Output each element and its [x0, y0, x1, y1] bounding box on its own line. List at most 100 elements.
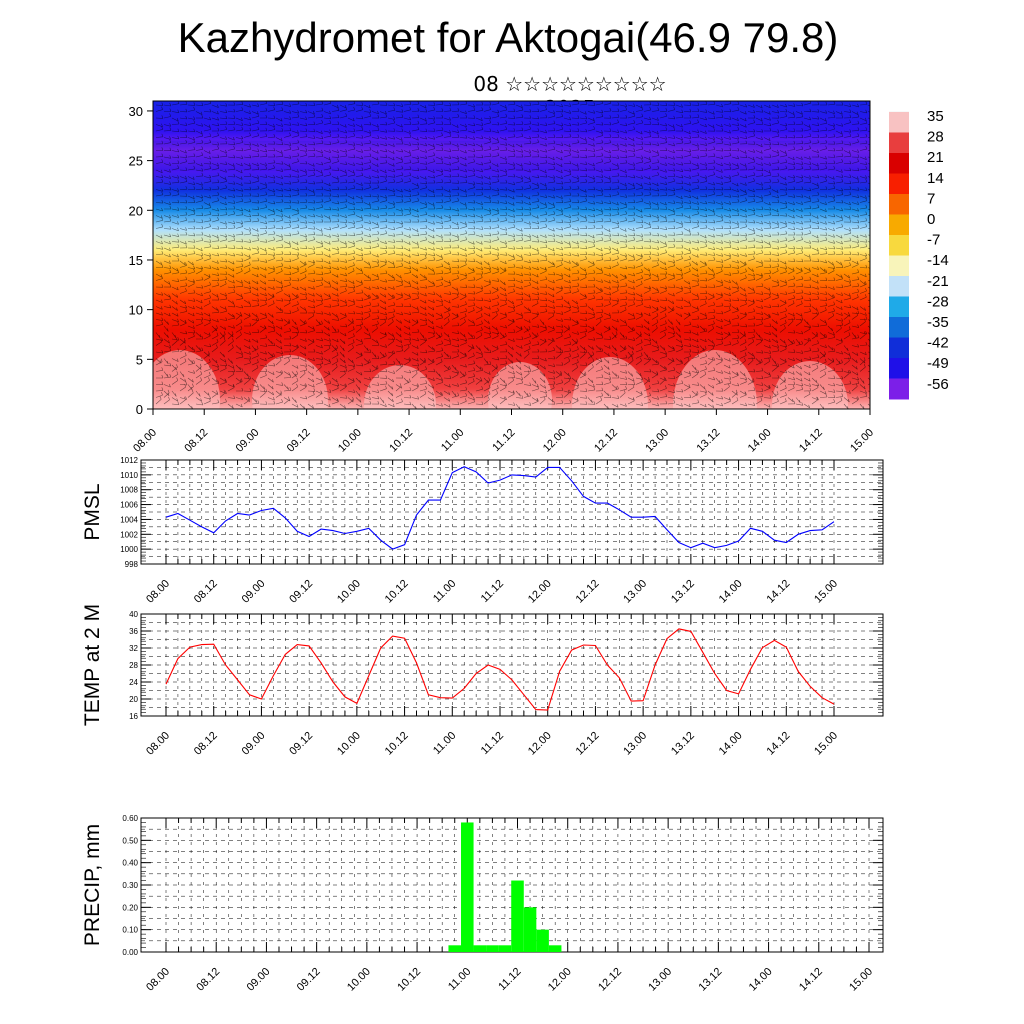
x-tick-label: 11.00 [446, 966, 473, 993]
x-tick-label: 09.00 [245, 966, 273, 994]
colorbar-swatch [889, 276, 909, 297]
y-tick-label: 0.60 [122, 814, 138, 823]
y-tick-label: 20 [129, 695, 138, 704]
y-tick-label: 0.00 [122, 948, 138, 957]
colorbar-label: -56 [927, 376, 949, 393]
y-tick-label: 16 [129, 712, 138, 721]
x-tick-label: 11.12 [479, 730, 506, 757]
colorbar-label: -28 [927, 293, 949, 310]
colorbar-swatch [889, 194, 909, 215]
colorbar-swatch [889, 173, 909, 195]
x-tick-label: 15.00 [812, 730, 840, 758]
warm-blob [252, 355, 328, 409]
x-tick-label: 10.12 [395, 966, 423, 994]
x-tick-label: 11.12 [496, 966, 523, 993]
colorbar-label: -49 [927, 355, 949, 372]
x-tick-label: 14.12 [764, 730, 792, 758]
y-tick-label: 0.10 [122, 926, 138, 935]
colorbar-swatch [889, 378, 909, 400]
precip-bar [473, 945, 487, 952]
x-tick-label: 10.12 [383, 730, 411, 758]
x-tick-label: 08.00 [131, 427, 159, 455]
x-tick-label: 10.00 [335, 730, 363, 758]
colorbar-swatch [889, 214, 909, 236]
colorbar-swatch [889, 132, 909, 154]
precip-bar [448, 945, 462, 952]
x-tick-label: 15.00 [847, 966, 875, 994]
series-line [165, 466, 835, 550]
x-tick-label: 08.12 [182, 427, 210, 455]
y-tick-label: 1008 [120, 486, 138, 495]
colorbar-swatch [889, 153, 909, 174]
y-tick-label: 1002 [120, 530, 138, 539]
x-tick-label: 14.00 [747, 966, 775, 994]
y-tick-label: 40 [129, 610, 138, 619]
y-tick-label: 30 [129, 104, 143, 119]
x-tick-label: 11.00 [431, 578, 458, 605]
x-tick-label: 09.12 [295, 966, 323, 994]
colorbar-label: 35 [927, 108, 944, 125]
x-tick-label: 13.00 [621, 730, 649, 758]
y-tick-label: 0.40 [122, 859, 138, 868]
y-axis-label: PRECIP, mm [81, 824, 104, 946]
x-tick-label: 13.00 [646, 966, 674, 994]
x-tick-label: 15.00 [812, 578, 840, 606]
x-tick-label: 10.00 [335, 578, 363, 606]
precip-bar [536, 929, 549, 952]
temperature-wind-cross-section: 0 5 10 15 20 25 30 08.00 08.12 09.00 09.12 10.00 10.… [129, 100, 876, 455]
temperature-colorbar: 35 28 21 14 7 0 -7 -14 -21 -28 -35 -42 -49 -56 [889, 108, 949, 400]
colorbar-swatch [889, 317, 909, 338]
y-tick-label: 1006 [120, 501, 138, 510]
x-tick-label: 14.12 [797, 427, 825, 455]
y-tick-label: 1000 [120, 545, 138, 554]
precip-bar [461, 822, 474, 952]
x-tick-label: 11.00 [439, 427, 466, 454]
x-tick-label: 08.00 [144, 578, 172, 606]
y-axis-label: TEMP at 2 M [81, 604, 104, 726]
x-tick-label: 10.00 [345, 966, 373, 994]
colorbar-swatch [889, 112, 909, 133]
y-tick-label: 32 [129, 644, 138, 653]
x-tick-label: 13.12 [697, 966, 725, 994]
x-tick-label: 14.00 [746, 427, 774, 455]
x-tick-label: 12.12 [574, 578, 602, 606]
x-tick-label: 13.12 [695, 427, 723, 455]
x-tick-label: 13.00 [643, 427, 671, 455]
pmsl-chart: 998 1000 1002 1004 1006 1008 1010 1012 08.00 08.1… [81, 456, 884, 606]
x-tick-label: 14.12 [764, 578, 792, 606]
x-tick-label: 08.12 [194, 966, 222, 994]
y-tick-label: 1004 [120, 515, 138, 524]
colorbar-swatch [889, 255, 909, 277]
wind-barb-field [155, 101, 870, 409]
y-tick-label: 36 [129, 627, 138, 636]
x-tick-label: 10.12 [383, 578, 411, 606]
y-tick-label: 20 [129, 203, 143, 218]
x-tick-label: 13.12 [669, 578, 697, 606]
y-tick-label: 28 [129, 661, 138, 670]
x-tick-label: 12.00 [526, 578, 554, 606]
y-tick-label: 0.20 [122, 903, 138, 912]
x-tick-label: 08.12 [192, 578, 220, 606]
x-tick-label: 09.00 [234, 427, 262, 455]
temp-2m-chart: 16 20 24 28 32 36 40 08.00 08.12 09.00 09.12 10.00 1… [81, 604, 884, 758]
colorbar-label: 7 [927, 190, 935, 207]
colorbar-swatch [889, 235, 909, 256]
colorbar-label: -35 [927, 314, 949, 331]
x-tick-label: 10.00 [336, 427, 364, 455]
x-tick-label: 13.12 [669, 730, 697, 758]
precip-bar [548, 945, 562, 952]
y-tick-label: 0.50 [122, 836, 138, 845]
y-tick-label: 25 [129, 154, 143, 169]
x-tick-label: 12.12 [592, 427, 620, 455]
colorbar-label: -21 [927, 273, 949, 290]
x-tick-label: 12.00 [546, 966, 574, 994]
colorbar-label: 21 [927, 149, 944, 166]
precip-bar [486, 945, 499, 952]
x-tick-label: 14.00 [717, 578, 745, 606]
y-tick-label: 10 [129, 303, 143, 318]
colorbar-swatch [889, 296, 909, 318]
precip-chart: 0.00 0.10 0.20 0.30 0.40 0.50 0.60 08.00 08.12 09… [81, 814, 884, 994]
y-axis-label: PMSL [81, 483, 104, 540]
precip-bar [498, 945, 512, 952]
y-tick-label: 24 [129, 678, 138, 687]
